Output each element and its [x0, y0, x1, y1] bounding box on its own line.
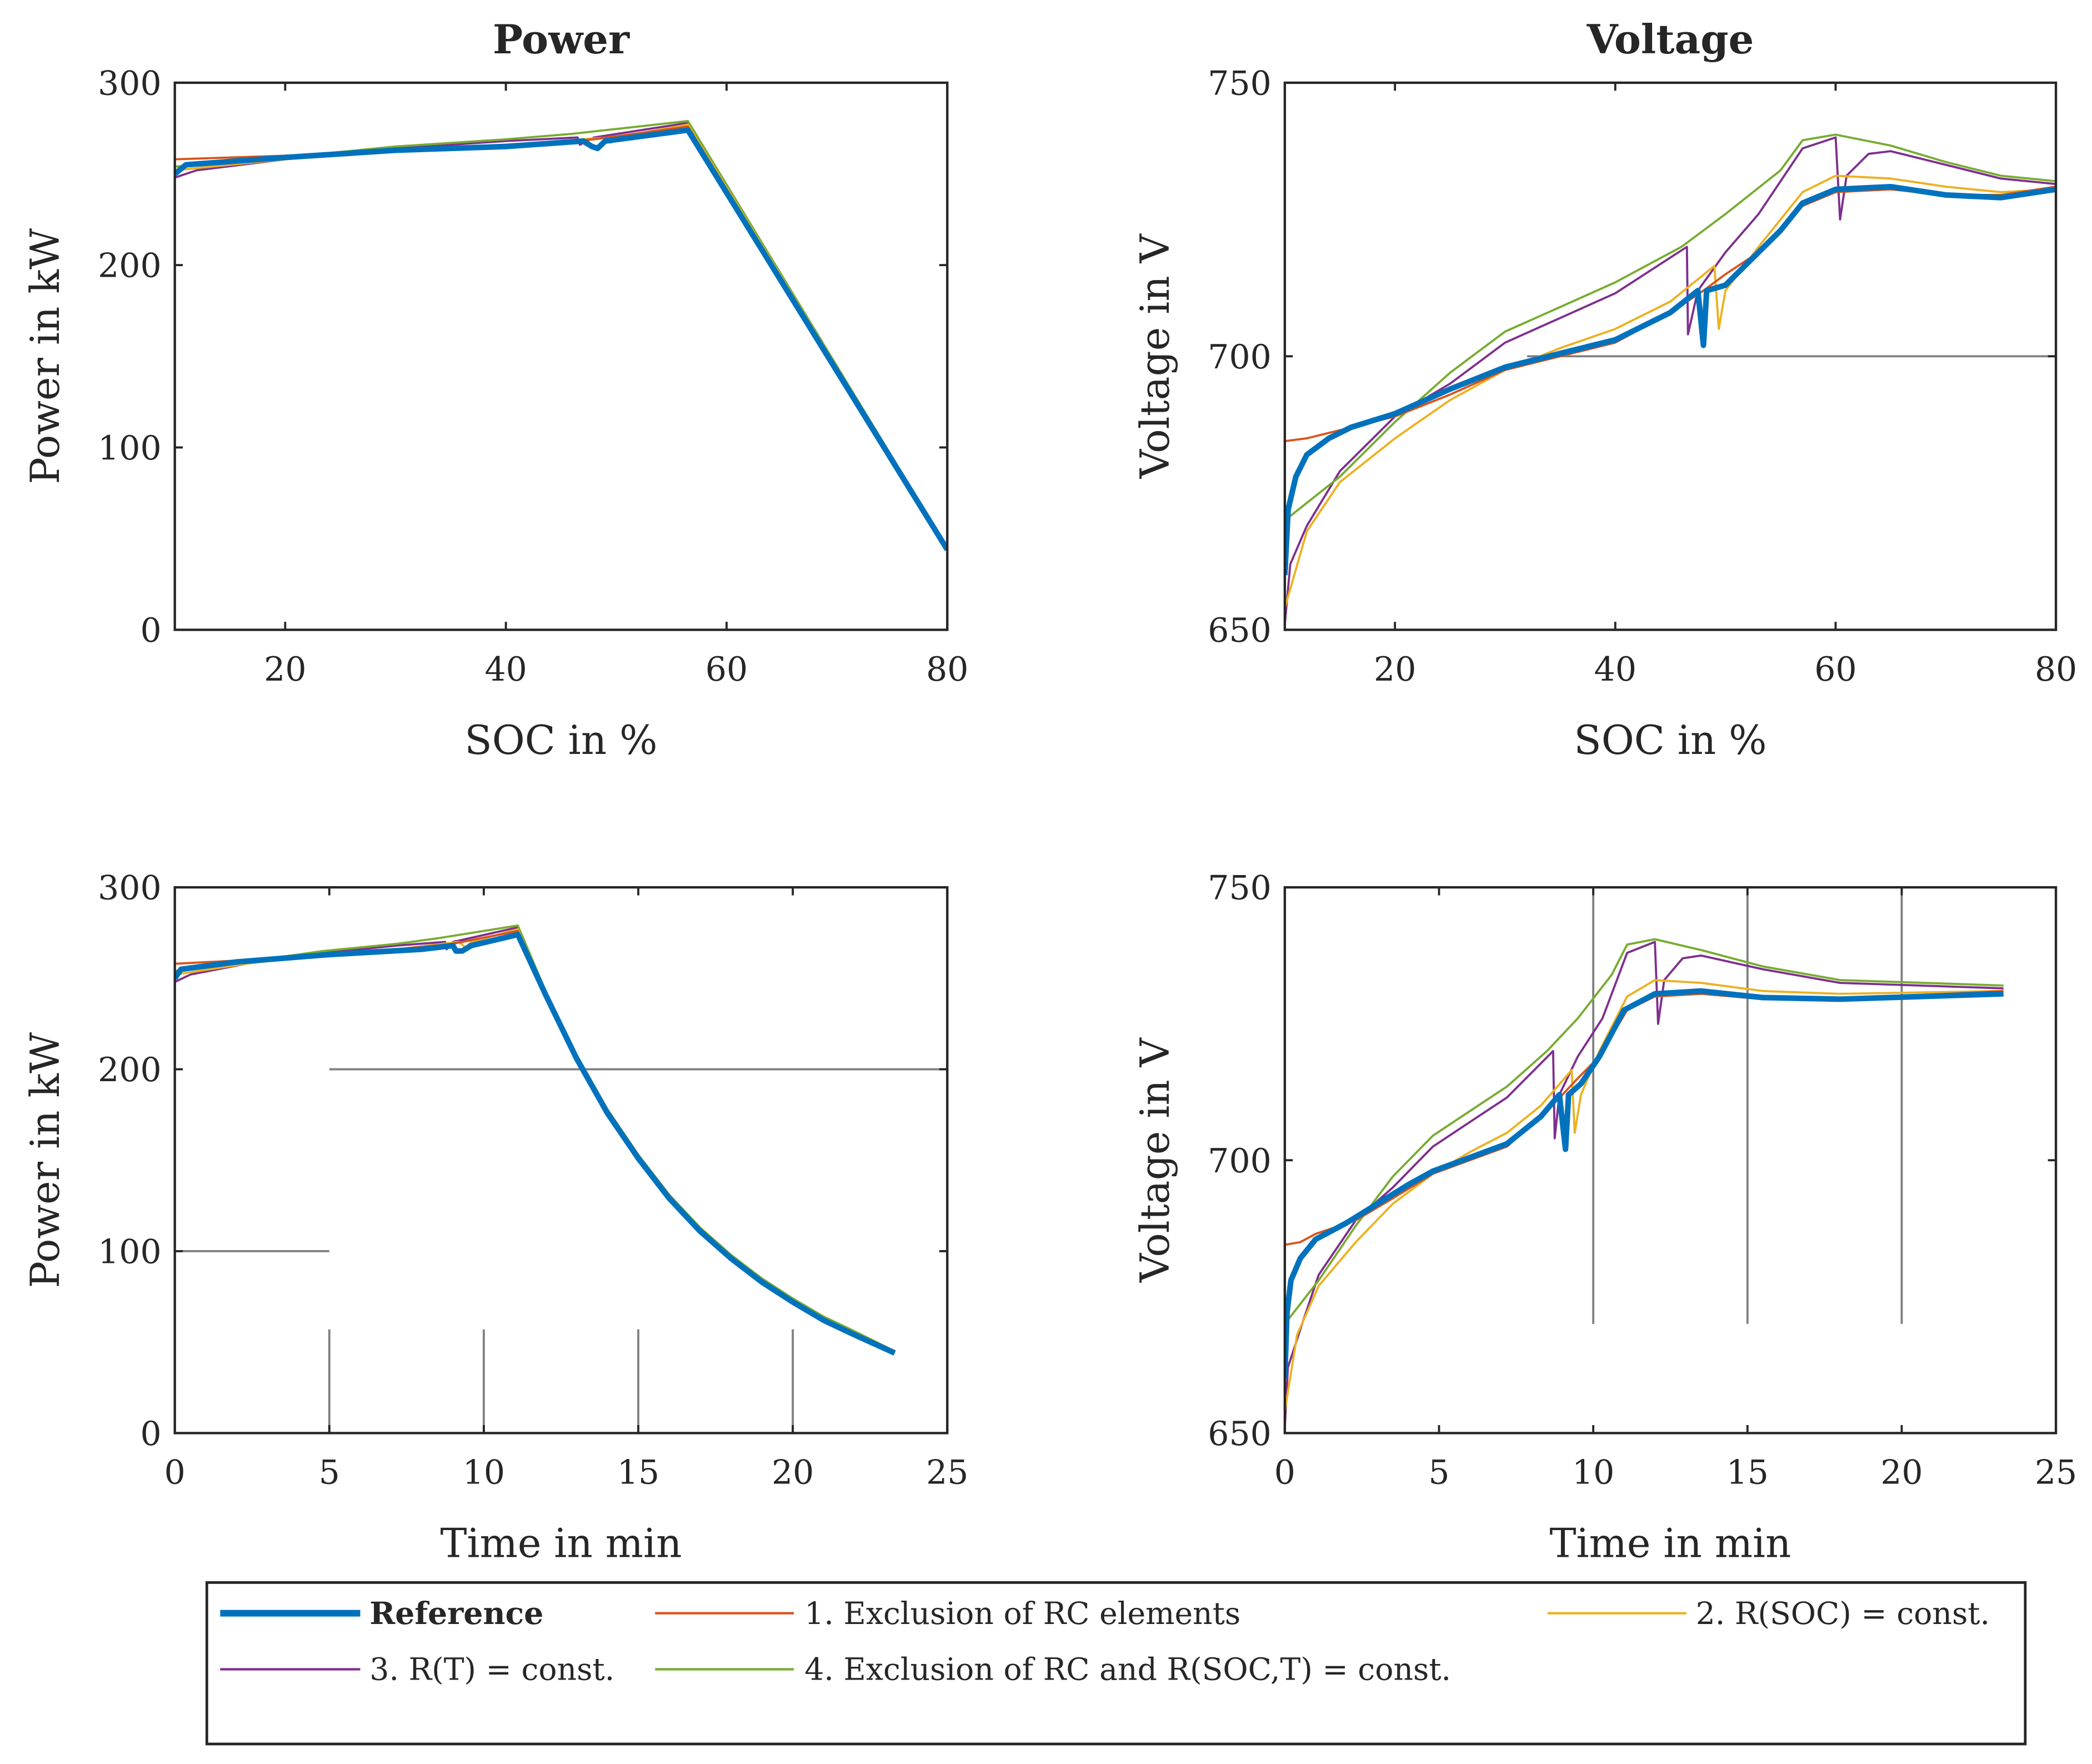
x-axis-label: Time in min	[1549, 1520, 1791, 1567]
series-line-g4	[1284, 938, 2004, 1325]
y-tick-label: 650	[1208, 1415, 1272, 1453]
x-axis-label: SOC in %	[464, 717, 657, 763]
series-group	[174, 119, 948, 551]
y-tick-label: 200	[98, 1051, 162, 1090]
x-tick-label: 15	[1726, 1453, 1769, 1492]
series-group	[1284, 133, 2056, 624]
x-tick-label: 20	[264, 650, 306, 689]
y-tick-label: 300	[98, 64, 162, 103]
series-line-rsoc	[1284, 174, 2056, 608]
x-tick-label: 10	[1572, 1453, 1614, 1492]
chart-voltage-soc: 20 40 60 80 650 700 750 SOC in % Voltage in V Vol…	[1132, 16, 2077, 763]
chart-title: Power	[493, 16, 630, 63]
series-line-reference	[1284, 988, 2004, 1379]
y-tick-label: 100	[98, 429, 162, 468]
x-tick-label: 15	[617, 1453, 659, 1492]
x-tick-label: 40	[484, 650, 527, 689]
y-tick-label: 300	[98, 869, 162, 908]
series-line-reference	[174, 127, 948, 551]
plot-area	[1284, 887, 2056, 1433]
x-tick-label: 40	[1594, 650, 1636, 689]
y-tick-label: 0	[140, 611, 161, 650]
series-group	[174, 924, 896, 1356]
series-line-g4	[1284, 133, 2056, 522]
y-tick-label: 650	[1208, 611, 1272, 650]
y-tick-label: 200	[98, 247, 162, 286]
x-tick-label: 60	[705, 650, 748, 689]
x-tick-label: 10	[463, 1453, 505, 1492]
x-tick-label: 5	[319, 1453, 340, 1492]
x-tick-label: 25	[2035, 1453, 2077, 1492]
chart-voltage-time: 0 5 10 15 20 25 650 700 750 Time in min Voltage in…	[1132, 869, 2077, 1567]
x-axis-label: Time in min	[441, 1520, 682, 1567]
y-axis-label: Power in kW	[22, 228, 68, 484]
axes-box	[173, 81, 949, 631]
y-tick-label: 100	[98, 1233, 162, 1272]
y-tick-label: 750	[1208, 64, 1272, 103]
y-axis-label: Voltage in V	[1132, 1037, 1178, 1283]
series-line-reference	[174, 932, 896, 1356]
x-tick-label: 25	[926, 1453, 968, 1492]
x-tick-label: 20	[1374, 650, 1416, 689]
y-axis-label: Power in kW	[22, 1032, 68, 1288]
chart-power-time: 0 5 10 15 20 25 0 100 200 300 Time in min Power in …	[22, 869, 969, 1567]
x-tick-label: 20	[772, 1453, 814, 1492]
axes-box	[173, 886, 949, 1435]
y-tick-label: 700	[1208, 1142, 1272, 1181]
x-tick-label: 20	[1880, 1453, 1923, 1492]
legend: Reference 1. Exclusion of RC elements 2.…	[205, 1581, 2027, 1746]
legend-label-rsoc: 2. R(SOC) = const.	[1696, 1596, 1990, 1632]
chart-power-soc: 20 40 60 80 0 100 200 300 SOC in % Power in kW Pow…	[22, 16, 969, 763]
y-tick-label: 750	[1208, 869, 1272, 908]
legend-label-g4: 4. Exclusion of RC and R(SOC,T) = const.	[804, 1652, 1451, 1688]
plot-area	[174, 887, 948, 1433]
series-line-reference	[1284, 183, 2056, 576]
x-axis-label: SOC in %	[1574, 717, 1766, 763]
y-tick-label: 700	[1208, 338, 1272, 377]
chart-title: Voltage	[1586, 16, 1754, 63]
y-tick-label: 0	[140, 1415, 161, 1453]
y-axis-label: Voltage in V	[1132, 233, 1178, 479]
x-tick-label: 60	[1814, 650, 1856, 689]
series-group	[1284, 938, 2004, 1428]
series-line-rsoc	[1284, 979, 2004, 1412]
x-tick-label: 5	[1428, 1453, 1449, 1492]
legend-label-rt: 3. R(T) = const.	[369, 1652, 614, 1688]
legend-label-reference: Reference	[369, 1596, 543, 1632]
x-tick-label: 0	[1274, 1453, 1295, 1492]
legend-label-rc: 1. Exclusion of RC elements	[804, 1596, 1240, 1632]
series-line-rt	[174, 122, 948, 548]
x-tick-label: 0	[164, 1453, 186, 1492]
plot-area	[174, 82, 948, 630]
legend-box	[205, 1581, 2027, 1746]
x-tick-label: 80	[926, 650, 968, 689]
x-tick-label: 80	[2035, 650, 2077, 689]
